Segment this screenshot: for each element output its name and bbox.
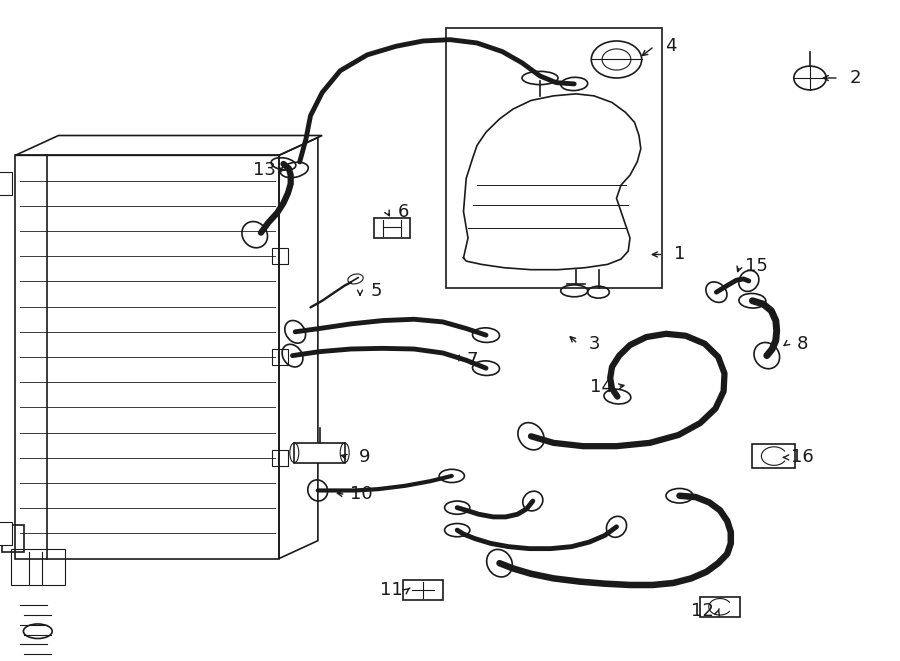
Bar [11, 549, 65, 585]
Bar [272, 449, 288, 465]
Bar [0, 522, 12, 545]
Text: 8: 8 [797, 334, 808, 353]
Text: 11: 11 [380, 580, 403, 599]
Text: 2: 2 [850, 69, 860, 87]
Text: 7: 7 [467, 351, 478, 369]
Bar [15, 155, 279, 559]
Text: 16: 16 [791, 448, 814, 467]
Bar [752, 444, 795, 468]
Text: 12: 12 [690, 602, 714, 621]
Bar [294, 443, 345, 463]
Text: 15: 15 [744, 256, 768, 275]
Text: 3: 3 [589, 334, 599, 353]
Polygon shape [464, 94, 641, 270]
Text: 6: 6 [398, 202, 409, 221]
Text: 13: 13 [253, 161, 276, 179]
Bar [272, 248, 288, 264]
Text: 1: 1 [674, 245, 685, 264]
Bar [374, 218, 410, 238]
Bar [403, 580, 443, 600]
Text: 14: 14 [590, 377, 613, 396]
Bar [446, 28, 662, 288]
Text: 9: 9 [359, 448, 370, 467]
Text: 5: 5 [371, 282, 382, 300]
Circle shape [794, 66, 826, 90]
Bar [2, 525, 24, 552]
Bar [272, 349, 288, 365]
Text: 4: 4 [665, 37, 676, 56]
Bar [700, 597, 740, 617]
Text: 10: 10 [350, 485, 374, 504]
Bar [0, 172, 12, 195]
Circle shape [591, 41, 642, 78]
